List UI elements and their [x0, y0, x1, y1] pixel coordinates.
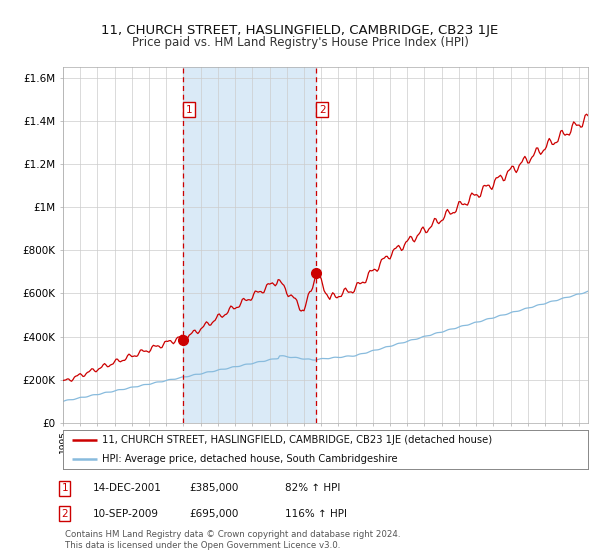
- Text: 82% ↑ HPI: 82% ↑ HPI: [285, 483, 340, 493]
- Text: 11, CHURCH STREET, HASLINGFIELD, CAMBRIDGE, CB23 1JE (detached house): 11, CHURCH STREET, HASLINGFIELD, CAMBRID…: [103, 436, 493, 446]
- Text: 2: 2: [61, 508, 68, 519]
- Text: 14-DEC-2001: 14-DEC-2001: [93, 483, 162, 493]
- Text: Price paid vs. HM Land Registry's House Price Index (HPI): Price paid vs. HM Land Registry's House …: [131, 36, 469, 49]
- Text: £385,000: £385,000: [189, 483, 238, 493]
- Text: 10-SEP-2009: 10-SEP-2009: [93, 508, 159, 519]
- Text: 11, CHURCH STREET, HASLINGFIELD, CAMBRIDGE, CB23 1JE: 11, CHURCH STREET, HASLINGFIELD, CAMBRID…: [101, 24, 499, 37]
- Bar: [183, 67, 316, 423]
- Text: £695,000: £695,000: [189, 508, 238, 519]
- Text: Contains HM Land Registry data © Crown copyright and database right 2024.: Contains HM Land Registry data © Crown c…: [65, 530, 400, 539]
- Text: This data is licensed under the Open Government Licence v3.0.: This data is licensed under the Open Gov…: [65, 541, 340, 550]
- Text: 2: 2: [319, 105, 325, 115]
- Text: 1: 1: [61, 483, 68, 493]
- Text: 116% ↑ HPI: 116% ↑ HPI: [285, 508, 347, 519]
- Text: HPI: Average price, detached house, South Cambridgeshire: HPI: Average price, detached house, Sout…: [103, 454, 398, 464]
- Text: 1: 1: [185, 105, 192, 115]
